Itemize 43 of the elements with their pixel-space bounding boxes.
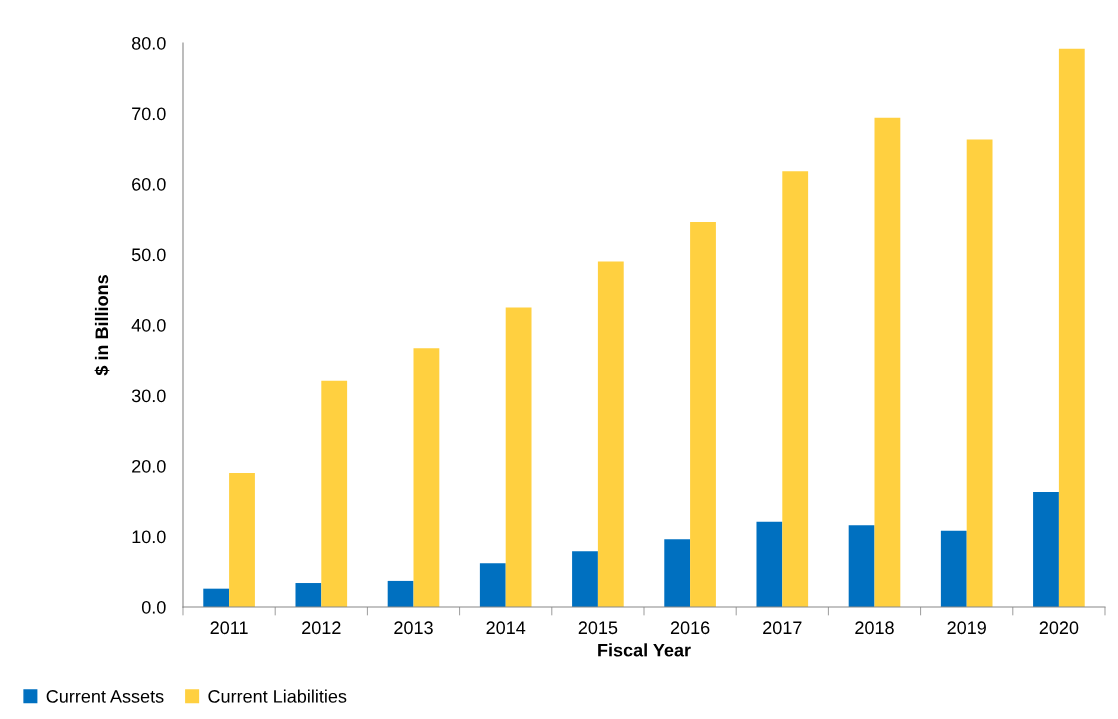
x-tick-label: 2019 (947, 621, 986, 635)
x-tick-label: 2017 (763, 621, 802, 635)
bar (413, 348, 440, 607)
bar (756, 521, 783, 607)
bar (940, 530, 967, 607)
bar (664, 539, 691, 607)
bar (295, 583, 322, 607)
bar (1058, 48, 1085, 607)
bar (387, 580, 414, 607)
bar (690, 222, 716, 607)
bar (966, 139, 993, 607)
x-tick-label: 2011 (210, 621, 248, 635)
y-tick-label: 80.0 (131, 36, 166, 50)
x-axis-title: Fiscal Year (598, 643, 691, 657)
bar (597, 261, 624, 607)
legend-label: Current Liabilities (208, 689, 347, 703)
x-tick-label: 2018 (855, 621, 894, 635)
bar (848, 525, 875, 607)
bar (321, 380, 348, 607)
bar (479, 563, 506, 607)
x-tick-label: 2016 (670, 621, 710, 635)
y-tick-label: 20.0 (132, 459, 166, 473)
x-tick-label: 2012 (302, 621, 341, 635)
y-tick-label: 60.0 (132, 177, 166, 191)
y-tick-label: 50.0 (131, 248, 166, 262)
bar (1033, 492, 1059, 607)
x-tick-label: 2014 (486, 621, 526, 635)
y-tick-label: 70.0 (132, 107, 166, 121)
bar (572, 551, 598, 607)
y-tick-label: 30.0 (131, 389, 166, 403)
bar (782, 171, 809, 607)
legend-label: Current Assets (46, 690, 164, 703)
bar (203, 588, 230, 607)
bar (874, 117, 901, 607)
bar (505, 307, 532, 607)
y-tick-label: 10.0 (132, 530, 166, 544)
y-tick-label: 0.0 (141, 600, 166, 614)
x-tick-label: 2020 (1039, 621, 1079, 635)
y-tick-label: 40.0 (131, 318, 166, 332)
x-tick-label: 2013 (394, 621, 433, 635)
y-axis-title: $ in Billions (94, 275, 110, 376)
x-tick-label: 2015 (578, 621, 618, 635)
bar (229, 473, 255, 607)
